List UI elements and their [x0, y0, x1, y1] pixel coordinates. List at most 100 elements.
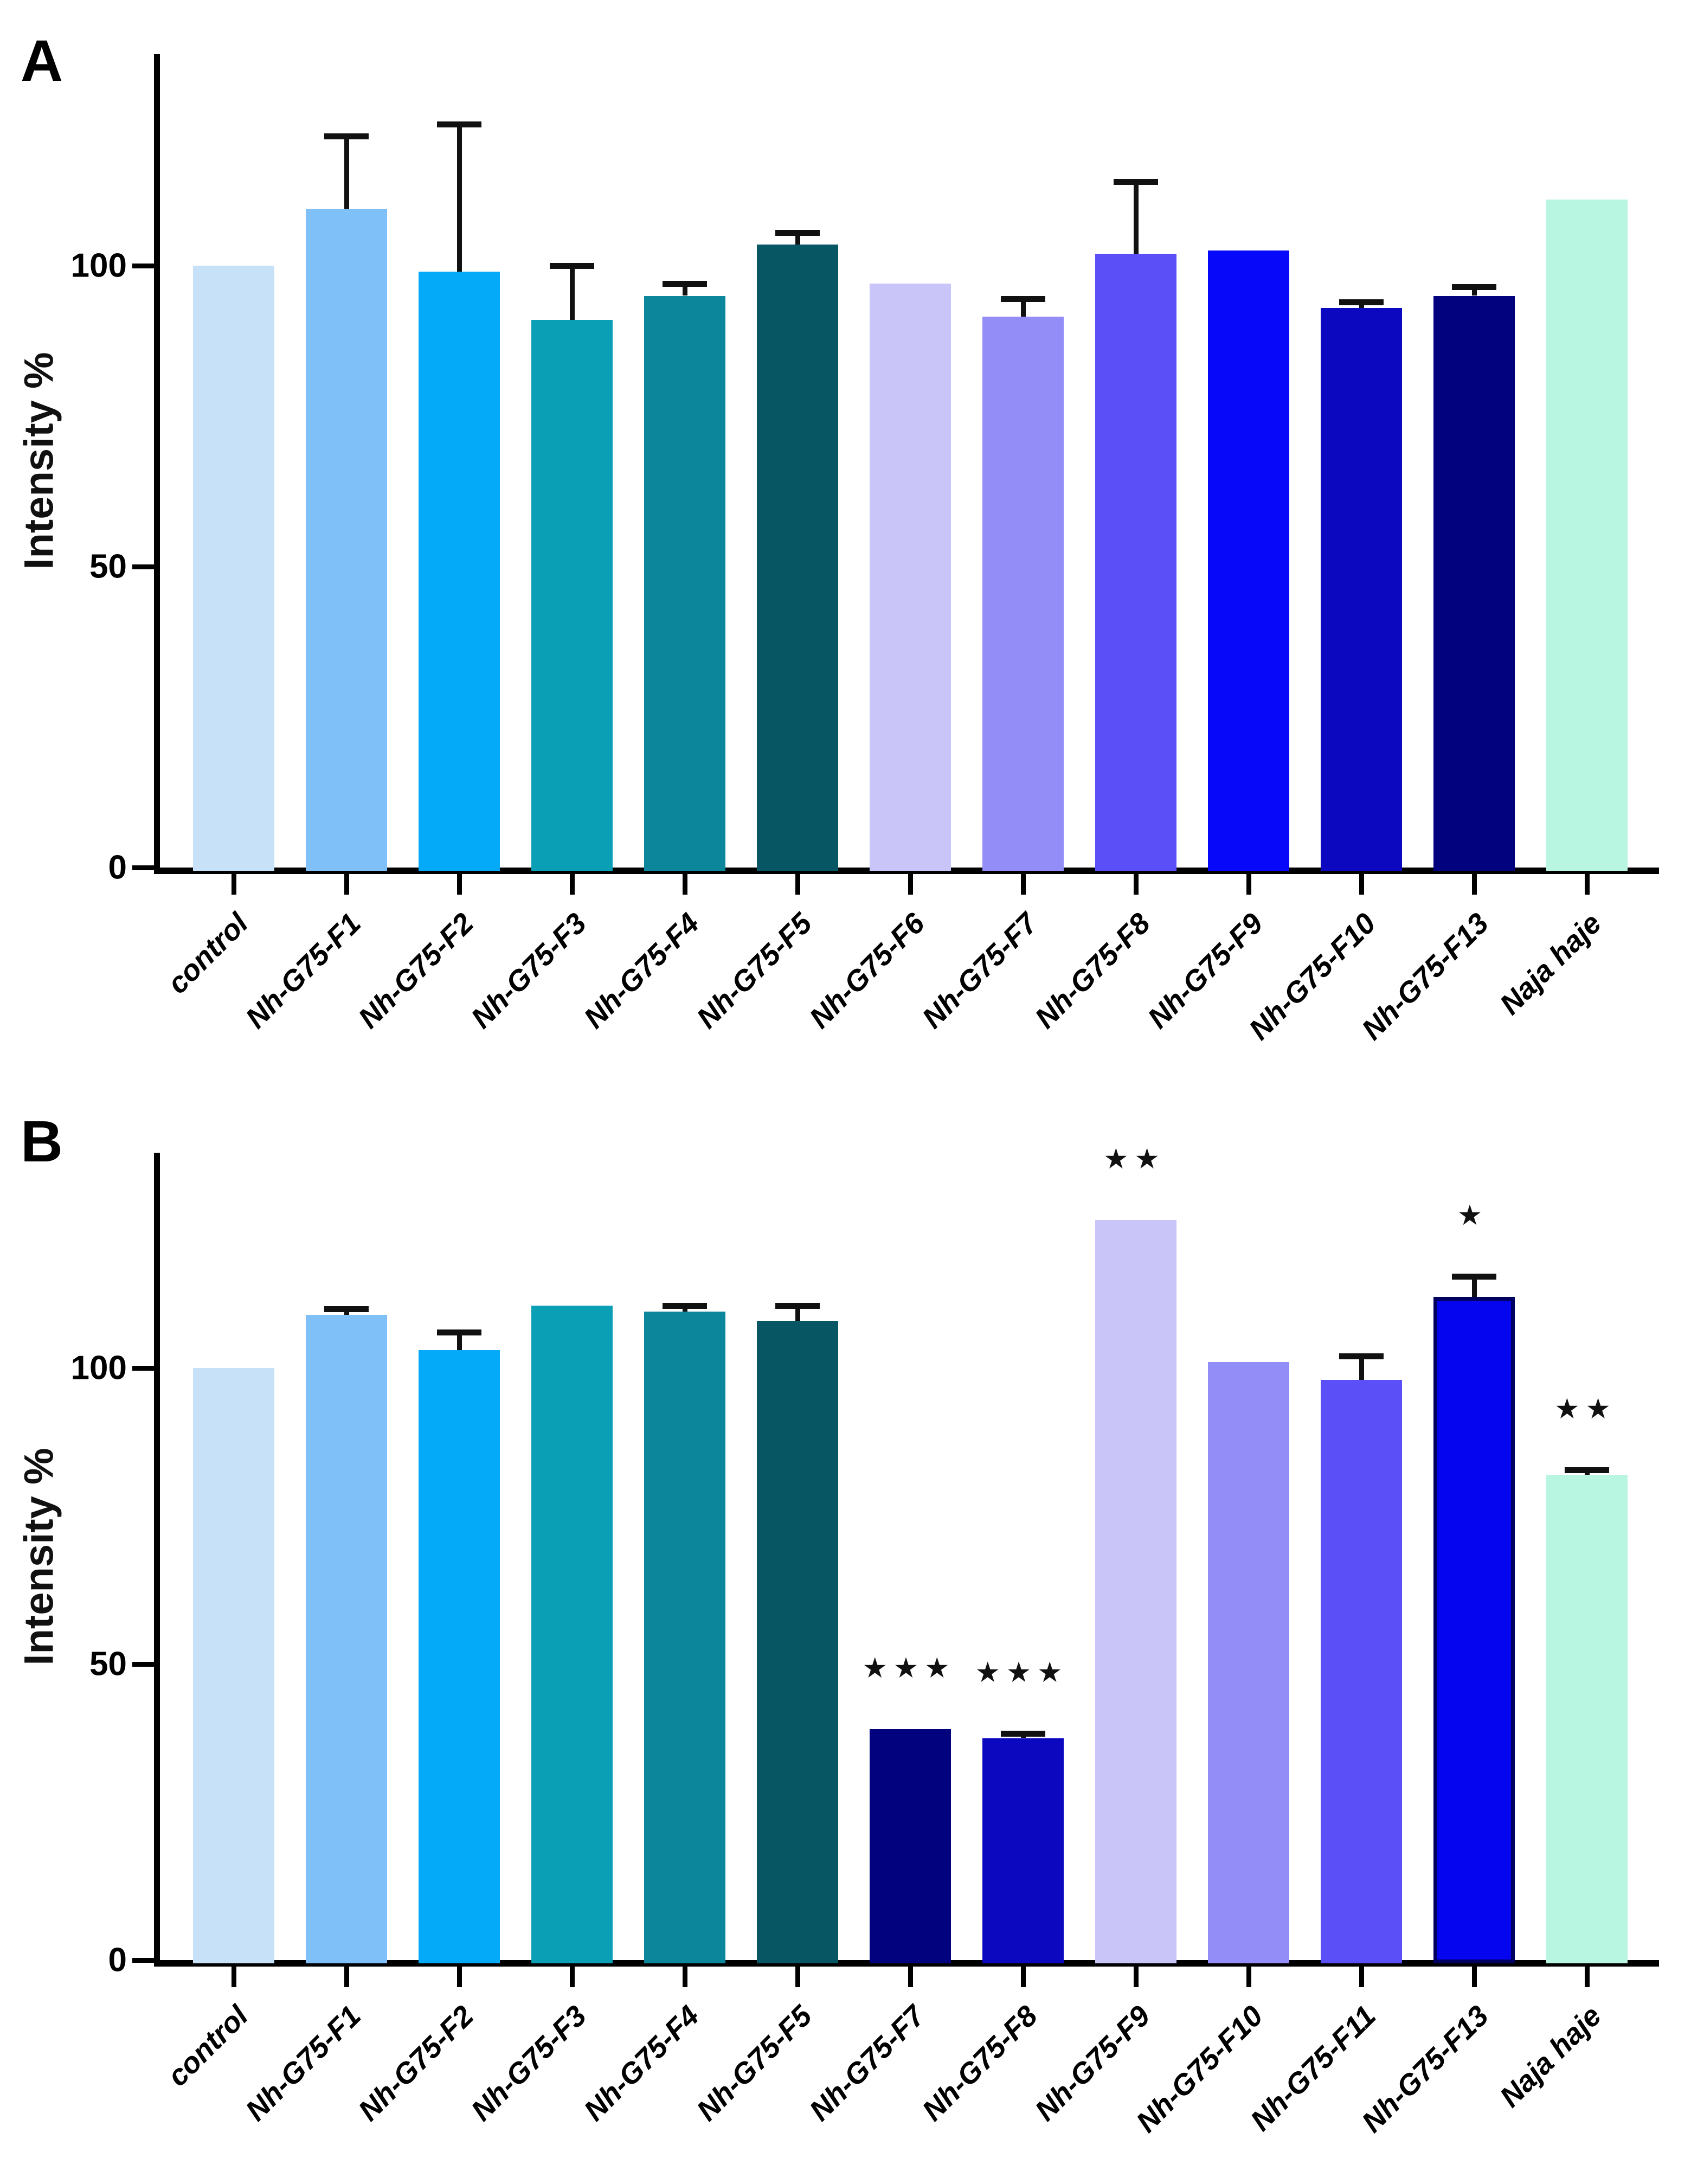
- x-axis-tick: [344, 874, 349, 895]
- significance-stars: ★★★: [976, 1658, 1070, 1686]
- bar-nh-g75-f5: [757, 1320, 838, 1963]
- error-bar-stem: [795, 1306, 800, 1321]
- bar-nh-g75-f8: [1095, 253, 1176, 871]
- bar-nh-g75-f5: [757, 245, 838, 871]
- y-axis-tick: [132, 264, 154, 268]
- x-axis-tick: [795, 1967, 800, 1987]
- bar-nh-g75-f2: [419, 272, 500, 871]
- error-bar-cap: [1114, 178, 1158, 185]
- x-axis-tick: [1472, 1967, 1477, 1987]
- x-axis-tick: [1472, 874, 1477, 895]
- error-bar-stem: [795, 232, 800, 245]
- x-axis-tick: [1246, 874, 1251, 895]
- error-bar-cap: [1452, 1273, 1496, 1280]
- bar-control: [193, 1368, 274, 1963]
- bar-nh-g75-f6: [870, 284, 951, 871]
- x-axis-tick: [908, 874, 913, 895]
- panel-b-y-axis-title: Intensity %: [16, 1448, 62, 1666]
- error-bar-stem: [570, 266, 575, 320]
- y-axis-tick: [132, 865, 154, 870]
- x-axis-tick: [1134, 874, 1139, 895]
- bar-nh-g75-f8: [982, 1738, 1064, 1963]
- error-bar-cap: [550, 263, 594, 269]
- error-bar-cap: [437, 121, 481, 128]
- error-bar-stem: [457, 1332, 462, 1351]
- error-bar-stem: [683, 284, 687, 296]
- bar-nh-g75-f3: [531, 1306, 613, 1963]
- error-bar-cap: [663, 1303, 707, 1309]
- bar-nh-g75-f2: [419, 1350, 500, 1963]
- y-axis-tick-label: 0: [108, 1941, 127, 1979]
- panel-a-y-axis-title: Intensity %: [16, 352, 62, 570]
- bar-nh-g75-f10: [1208, 1362, 1289, 1963]
- error-bar-cap: [1565, 1467, 1609, 1473]
- y-axis-line: [154, 54, 160, 873]
- bar-nh-g75-f13: [1433, 296, 1515, 871]
- error-bar-stem: [457, 124, 462, 272]
- error-bar-stem: [1472, 1276, 1477, 1297]
- error-bar-stem: [1134, 181, 1139, 254]
- error-bar-stem: [1021, 299, 1026, 317]
- x-axis-tick: [795, 874, 800, 895]
- error-bar-stem: [1359, 1356, 1364, 1380]
- x-axis-tick: [1134, 1967, 1139, 1987]
- significance-stars: ★★★: [864, 1654, 957, 1682]
- error-bar-cap: [1339, 1353, 1384, 1360]
- error-bar-cap: [1452, 284, 1496, 290]
- figure-intensity-bar-charts: { "chart_data": [ { "type": "bar", "pane…: [0, 0, 1691, 2139]
- bar-nh-g75-f11: [1321, 1379, 1402, 1963]
- bar-nh-g75-f1: [306, 208, 387, 871]
- x-axis-tick: [683, 874, 687, 895]
- bar-nh-g75-f9: [1208, 250, 1289, 871]
- x-axis-tick: [1021, 874, 1026, 895]
- y-axis-tick: [132, 1662, 154, 1667]
- bar-nh-g75-f1: [306, 1314, 387, 1963]
- panel-b: B Intensity % 0 50 100 control Nh-G75-F1 Nh-G…: [0, 1069, 1691, 2138]
- x-axis-tick: [457, 874, 462, 895]
- x-axis-tick: [1246, 1967, 1251, 1987]
- y-axis-line: [154, 1153, 160, 1965]
- bar-nh-g75-f13: [1433, 1296, 1515, 1963]
- y-axis-tick: [132, 564, 154, 569]
- bar-nh-g75-f7: [982, 317, 1064, 871]
- y-axis-tick-label: 50: [89, 1645, 127, 1683]
- x-axis-tick: [344, 1967, 349, 1987]
- x-axis-tick: [1585, 1967, 1590, 1987]
- x-axis-tick: [232, 1967, 236, 1987]
- bar-naja-haje: [1546, 199, 1628, 871]
- significance-stars: ★: [1458, 1200, 1490, 1229]
- error-bar-stem: [1472, 286, 1477, 296]
- panel-a: A Intensity % 0 50 100 control Nh-G75-F1 Nh-G…: [0, 0, 1691, 1069]
- error-bar-stem: [344, 136, 349, 209]
- bar-control: [193, 266, 274, 871]
- error-bar-cap: [775, 229, 820, 236]
- bar-nh-g75-f9: [1095, 1220, 1176, 1963]
- x-axis-tick: [232, 874, 236, 895]
- x-axis-tick: [683, 1967, 687, 1987]
- error-bar-cap: [324, 133, 369, 140]
- x-axis-tick: [457, 1967, 462, 1987]
- y-axis-tick-label: 100: [70, 247, 127, 285]
- y-axis-tick-label: 50: [89, 548, 127, 586]
- error-bar-cap: [1001, 1730, 1045, 1737]
- error-bar-cap: [1001, 296, 1045, 303]
- bar-nh-g75-f7: [870, 1729, 951, 1963]
- error-bar-cap: [663, 281, 707, 287]
- x-axis-tick: [908, 1967, 913, 1987]
- y-axis-tick-label: 100: [70, 1349, 127, 1387]
- bar-nh-g75-f3: [531, 319, 613, 871]
- bar-nh-g75-f10: [1321, 307, 1402, 871]
- error-bar-cap: [324, 1306, 369, 1312]
- error-bar-cap: [1339, 299, 1384, 305]
- x-axis-tick: [1585, 874, 1590, 895]
- x-axis-tick: [1359, 874, 1364, 895]
- x-axis-tick: [1021, 1967, 1026, 1987]
- error-bar-cap: [775, 1303, 820, 1309]
- y-axis-tick-label: 0: [108, 849, 127, 887]
- panel-a-letter: A: [21, 28, 63, 93]
- y-axis-tick: [132, 1958, 154, 1963]
- x-axis-tick: [570, 1967, 575, 1987]
- significance-stars: ★★: [1555, 1394, 1618, 1423]
- panel-b-letter: B: [21, 1108, 63, 1174]
- error-bar-cap: [437, 1329, 481, 1336]
